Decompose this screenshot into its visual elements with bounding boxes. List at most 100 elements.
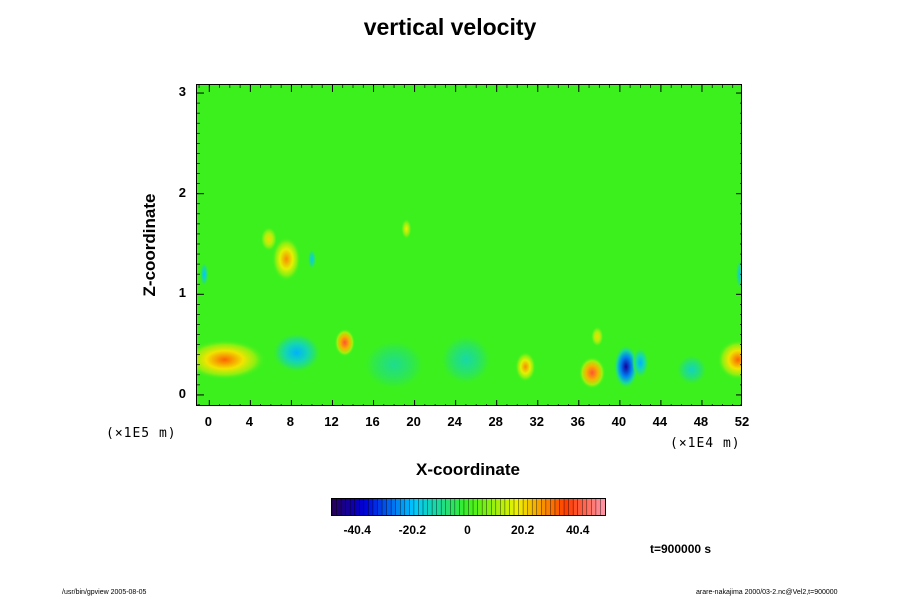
colorbar-label: 20.2 <box>510 523 535 537</box>
x-tick-label: 40 <box>611 414 627 429</box>
colorbar-swatch <box>350 499 356 515</box>
colorbar-swatch <box>518 499 524 515</box>
colorbar-swatch <box>532 499 538 515</box>
colorbar-swatch <box>391 499 397 515</box>
colorbar-swatch <box>573 499 579 515</box>
chart-title: vertical velocity <box>363 14 537 40</box>
colorbar-label: 0 <box>464 523 471 537</box>
velocity-cell <box>307 249 317 270</box>
colorbar-swatch <box>491 499 497 515</box>
y-axis-label: Z-coordinate <box>140 193 159 297</box>
colorbar-swatch <box>509 499 515 515</box>
colorbar-swatch <box>341 499 347 515</box>
colorbar-swatch <box>536 499 542 515</box>
colorbar-swatch <box>336 499 342 515</box>
velocity-cell <box>271 236 301 282</box>
x-tick-label: 52 <box>734 414 750 429</box>
colorbar-swatch <box>486 499 492 515</box>
colorbar-swatch <box>541 499 547 515</box>
colorbar-swatch <box>427 499 433 515</box>
y-tick-label: 0 <box>178 385 186 401</box>
x-tick-label: 0 <box>204 414 212 429</box>
x-axis-label: X-coordinate <box>416 460 520 479</box>
colorbar-swatch <box>382 499 388 515</box>
x-tick-label: 36 <box>570 414 586 429</box>
colorbar-swatch <box>436 499 442 515</box>
colorbar-swatch <box>354 499 360 515</box>
plot-area <box>196 84 742 406</box>
velocity-cell <box>334 328 356 357</box>
colorbar-swatch <box>523 499 529 515</box>
colorbar-swatch <box>504 499 510 515</box>
colorbar-swatch <box>577 499 583 515</box>
y-tick-label: 3 <box>178 84 186 100</box>
x-tick-label: 44 <box>652 414 668 429</box>
velocity-cell <box>200 262 209 287</box>
colorbar-swatch <box>363 499 369 515</box>
x-tick-label: 16 <box>365 414 380 429</box>
colorbar-swatch <box>527 499 533 515</box>
colorbar-swatch <box>554 499 560 515</box>
colorbar-swatch <box>477 499 483 515</box>
x-tick-label: 20 <box>406 414 421 429</box>
velocity-cell <box>676 354 708 385</box>
footer-source: arare-nakajima 2000/03-2.nc@Vel2,t=90000… <box>696 589 838 596</box>
colorbar-swatch <box>395 499 401 515</box>
colorbar-swatch <box>482 499 488 515</box>
colorbar-swatch <box>368 499 374 515</box>
colorbar-swatch <box>372 499 378 515</box>
velocity-cell <box>632 347 649 378</box>
y-tick-label: 2 <box>178 184 186 200</box>
velocity-cell <box>735 259 741 290</box>
y-tick-label: 1 <box>178 285 186 301</box>
velocity-cell <box>401 218 412 239</box>
colorbar-swatch <box>582 499 588 515</box>
colorbar-swatch <box>445 499 451 515</box>
colorbar-swatch <box>545 499 551 515</box>
colorbar-swatch <box>514 499 520 515</box>
time-label: t=900000 s <box>650 542 712 556</box>
colorbar-swatch <box>500 499 506 515</box>
x-tick-label: 32 <box>529 414 544 429</box>
colorbar-label: -40.4 <box>343 523 371 537</box>
x-tick-label: 12 <box>324 414 339 429</box>
colorbar-swatch <box>332 499 338 515</box>
velocity-cell <box>260 226 278 252</box>
colorbar-swatch <box>432 499 438 515</box>
colorbar-swatch <box>377 499 383 515</box>
colorbar-swatch <box>568 499 574 515</box>
colorbar-swatch <box>459 499 465 515</box>
colorbar-swatch <box>359 499 365 515</box>
colorbar <box>331 498 606 516</box>
footer-command: /usr/bin/gpview 2005-08-05 <box>62 589 147 596</box>
colorbar-swatch <box>559 499 565 515</box>
velocity-cell <box>271 332 322 373</box>
colorbar-swatch <box>595 499 601 515</box>
colorbar-swatch <box>463 499 469 515</box>
x-axis-unit-note: (×1E4 m) <box>670 436 741 451</box>
colorbar-swatch <box>418 499 424 515</box>
colorbar-label: -20.2 <box>398 523 427 537</box>
velocity-cell <box>591 326 604 347</box>
velocity-cell <box>578 356 606 389</box>
x-tick-label: 48 <box>693 414 709 429</box>
velocity-cell <box>440 334 492 385</box>
x-tick-label: 8 <box>286 414 295 429</box>
velocity-cell <box>717 339 741 380</box>
colorbar-swatch <box>495 499 501 515</box>
heatmap-plot <box>197 85 741 405</box>
colorbar-swatch <box>586 499 592 515</box>
colorbar-swatch <box>409 499 415 515</box>
colorbar-swatch <box>441 499 447 515</box>
colorbar-swatch <box>413 499 419 515</box>
colorbar-swatch <box>450 499 456 515</box>
colorbar-swatch <box>386 499 392 515</box>
colorbar-swatch <box>550 499 556 515</box>
colorbar-swatch <box>564 499 570 515</box>
colorbar-swatch <box>454 499 460 515</box>
x-tick-label: 4 <box>245 414 253 429</box>
velocity-cell <box>363 339 425 390</box>
colorbar-label: 40.4 <box>566 523 590 537</box>
x-tick-label: 28 <box>488 414 503 429</box>
y-axis-unit-note: (×1E5 m) <box>106 426 177 441</box>
